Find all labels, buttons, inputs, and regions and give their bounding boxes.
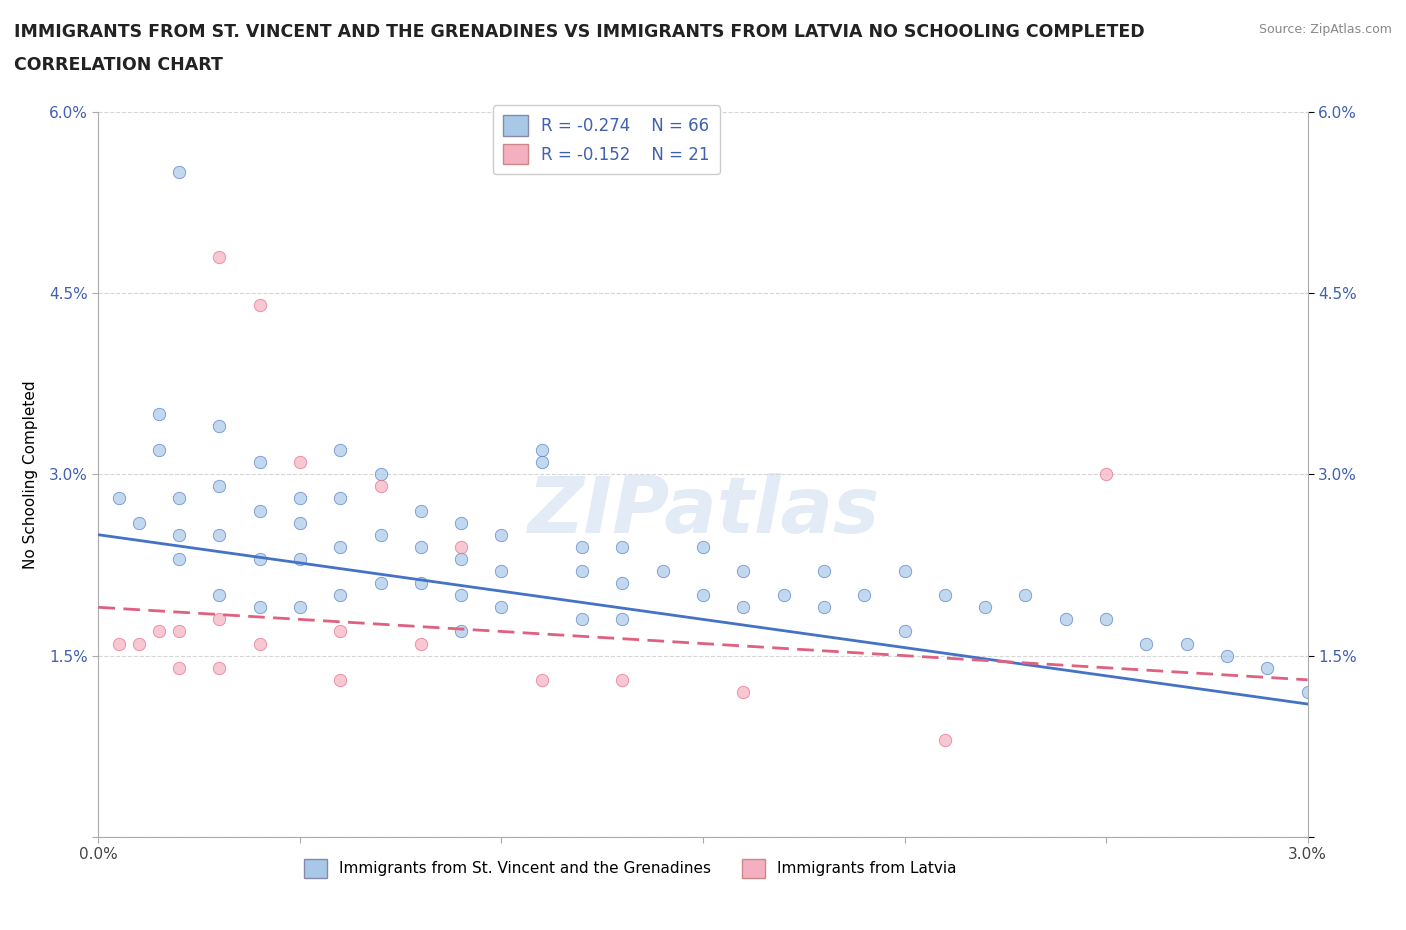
Point [208,612,231,627]
Point [530,443,553,458]
Point [288,491,311,506]
Point [329,443,352,458]
Point [208,479,231,494]
Point [974,600,997,615]
Point [491,564,513,578]
Point [692,588,714,603]
Point [128,515,150,530]
Point [167,551,190,566]
Point [167,527,190,542]
Point [107,491,129,506]
Point [288,515,311,530]
Point [167,491,190,506]
Point [813,564,835,578]
Point [208,249,231,264]
Point [733,684,755,699]
Point [1095,467,1118,482]
Point [491,600,513,615]
Point [370,527,392,542]
Point [571,564,593,578]
Point [167,624,190,639]
Point [612,539,634,554]
Point [934,733,956,748]
Point [409,503,432,518]
Point [249,298,271,312]
Point [853,588,876,603]
Point [249,600,271,615]
Point [1256,660,1278,675]
Point [1014,588,1036,603]
Point [409,636,432,651]
Point [329,624,352,639]
Point [450,539,472,554]
Point [370,467,392,482]
Point [208,660,231,675]
Y-axis label: No Schooling Completed: No Schooling Completed [22,380,38,568]
Point [612,576,634,591]
Point [893,564,915,578]
Text: Source: ZipAtlas.com: Source: ZipAtlas.com [1258,23,1392,36]
Point [409,539,432,554]
Point [329,491,352,506]
Point [329,539,352,554]
Point [530,672,553,687]
Point [167,660,190,675]
Point [934,588,956,603]
Point [1175,636,1198,651]
Point [288,551,311,566]
Text: ZIPatlas: ZIPatlas [527,472,879,549]
Point [1296,684,1319,699]
Point [1216,648,1239,663]
Point [208,588,231,603]
Point [288,600,311,615]
Point [288,455,311,470]
Legend: Immigrants from St. Vincent and the Grenadines, Immigrants from Latvia: Immigrants from St. Vincent and the Gren… [298,853,963,884]
Point [571,539,593,554]
Point [148,624,170,639]
Point [772,588,794,603]
Point [1054,612,1077,627]
Point [409,576,432,591]
Point [107,636,129,651]
Point [893,624,915,639]
Point [692,539,714,554]
Point [148,406,170,421]
Point [249,503,271,518]
Point [651,564,673,578]
Point [450,588,472,603]
Point [329,588,352,603]
Point [148,443,170,458]
Point [450,551,472,566]
Point [813,600,835,615]
Point [450,515,472,530]
Point [612,672,634,687]
Text: CORRELATION CHART: CORRELATION CHART [14,56,224,73]
Point [249,455,271,470]
Point [370,479,392,494]
Point [128,636,150,651]
Point [370,576,392,591]
Point [733,600,755,615]
Point [208,527,231,542]
Point [249,551,271,566]
Point [450,624,472,639]
Point [1095,612,1118,627]
Text: IMMIGRANTS FROM ST. VINCENT AND THE GRENADINES VS IMMIGRANTS FROM LATVIA NO SCHO: IMMIGRANTS FROM ST. VINCENT AND THE GREN… [14,23,1144,41]
Point [329,672,352,687]
Point [1135,636,1157,651]
Point [612,612,634,627]
Point [249,636,271,651]
Point [491,527,513,542]
Point [571,612,593,627]
Point [530,455,553,470]
Point [208,418,231,433]
Point [167,165,190,179]
Point [733,564,755,578]
